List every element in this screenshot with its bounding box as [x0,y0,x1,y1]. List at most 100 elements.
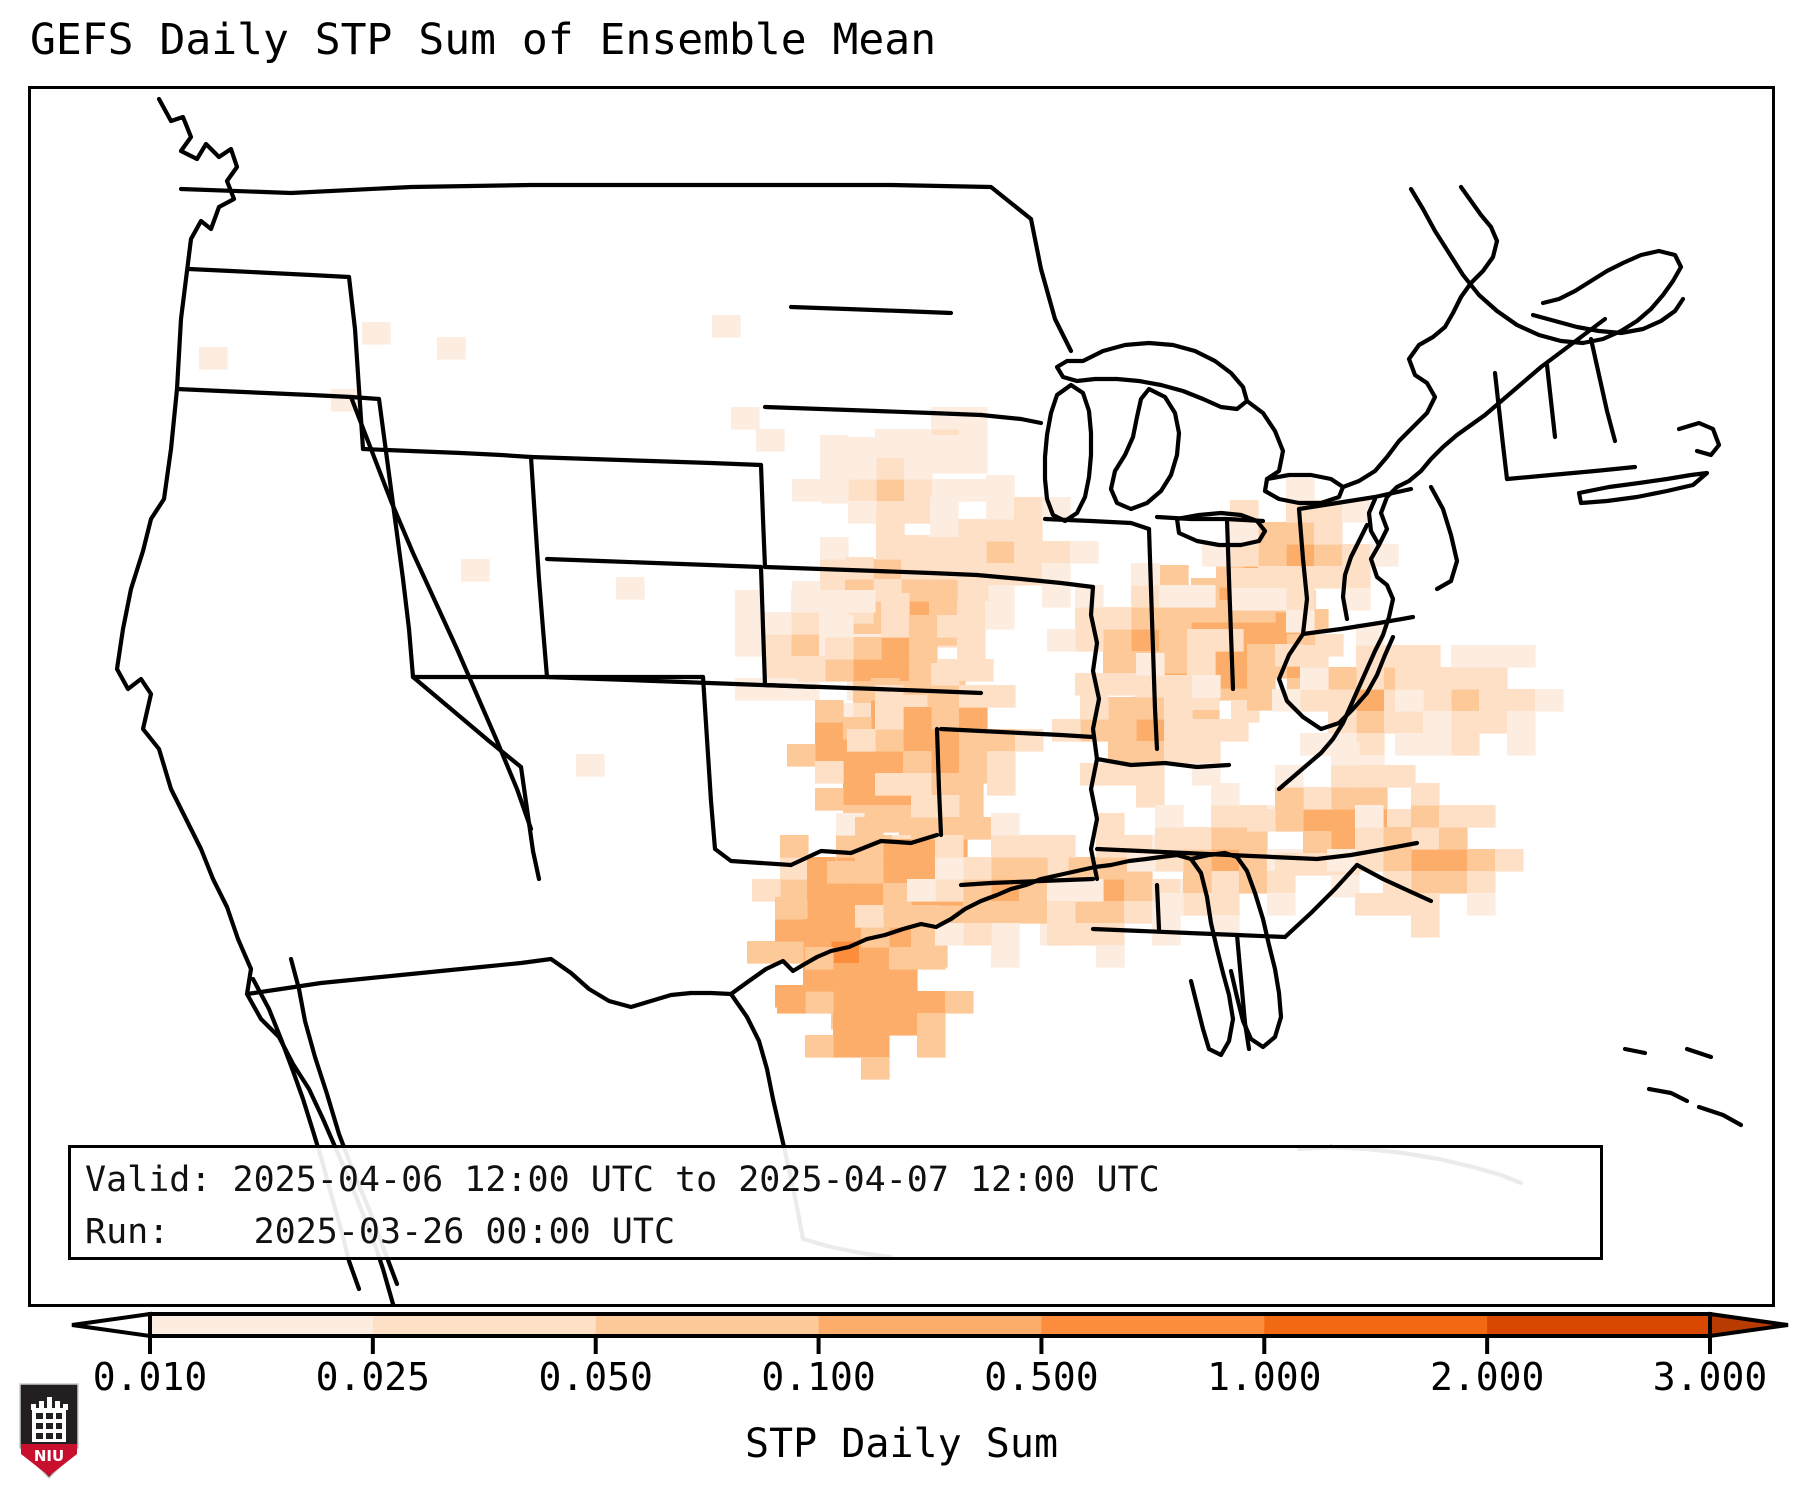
border-us-canada-east [1340,184,1500,490]
data-cell [909,615,938,638]
data-cell [931,751,960,774]
data-cell [1479,667,1508,690]
data-cell [461,559,490,582]
data-cell [820,479,849,502]
data-cell [1451,689,1480,712]
data-cell [1535,689,1564,712]
data-cell [1331,831,1360,854]
data-cell [876,537,905,560]
data-cell [861,1035,890,1058]
data-cell [930,519,959,542]
data-cell [1183,893,1212,916]
data-cell [843,788,872,811]
state-border-ok-ar [934,726,944,838]
data-cell [1103,673,1132,696]
data-cell [1451,711,1480,734]
data-cell [843,761,872,784]
data-cell [875,707,904,730]
data-cell [1258,544,1287,567]
data-cell [1096,813,1125,836]
colorbar-tick-label: 0.500 [984,1355,1099,1399]
state-border-az-nm [518,764,542,882]
data-cell [1075,629,1104,652]
data-cell [1136,719,1165,742]
data-cell [1131,607,1160,630]
state-border-wv-va [1276,631,1396,732]
coastline-delaware-bay [1366,496,1382,548]
data-cell [1124,879,1153,902]
geography-layer [114,96,1744,1304]
data-cell [1247,666,1276,689]
data-cell [1230,522,1259,545]
data-cell [1047,629,1076,652]
state-border-ut-co [528,454,550,680]
data-cell [991,901,1020,924]
border-us-canada-lakes [1244,398,1286,482]
data-cell [805,969,834,992]
data-cell [1439,871,1468,894]
data-cell [987,751,1016,774]
data-cell [960,479,989,502]
state-border-ks-ok [762,682,984,696]
page-title: GEFS Daily STP Sum of Ensemble Mean [30,15,937,65]
coastline-canada-east [1408,186,1684,346]
data-cell [752,879,781,902]
data-cell [1131,585,1160,608]
data-cell [1395,689,1424,712]
run-time-line: Run: 2025-03-26 00:00 UTC [85,1212,676,1252]
data-cell [917,947,946,970]
data-cell [831,897,860,920]
data-cell [855,905,884,928]
data-cell [1300,667,1329,690]
data-cell [1395,733,1424,756]
data-cell [986,541,1015,564]
data-cell [904,457,933,480]
data-cell [1136,741,1165,764]
data-cell [1479,689,1508,712]
data-cell [881,615,910,638]
data-cell [1159,607,1188,630]
colorbar-tick-label: 2.000 [1429,1355,1545,1399]
data-cell [1042,585,1071,608]
data-cell [763,612,792,635]
state-border-mo-il-mississippi [1088,584,1102,882]
data-cell [791,590,820,613]
data-cell [963,857,992,880]
data-cell [805,1035,834,1058]
data-cell [881,659,910,682]
data-cell [903,707,932,730]
data-cell [1136,653,1165,676]
data-cell [1275,809,1304,832]
data-cell [1451,645,1480,668]
data-cell [1395,667,1424,690]
data-cell [833,991,862,1014]
colorbar-band [818,1314,1042,1336]
state-border-or-ca-nv [174,386,382,402]
data-cell [917,991,946,1014]
data-cell [1383,893,1412,916]
data-cell [1411,805,1440,828]
data-cell [1411,871,1440,894]
state-border-ok-tx-north [788,832,940,868]
state-border-mo-ar [938,726,1096,740]
data-cell [904,501,933,524]
niu-logo: NIU [18,1382,80,1480]
data-cell [986,497,1015,520]
data-cell [853,637,882,660]
data-cell [939,817,968,840]
data-cell [1507,711,1536,734]
map-panel [28,86,1775,1307]
data-cell [1159,651,1188,674]
data-cell [1159,585,1188,608]
data-cell [955,783,984,806]
data-cell [847,590,876,613]
data-cell [1411,849,1440,872]
data-cell [876,435,905,458]
data-cell [904,435,933,458]
data-cell [775,941,804,964]
data-cell [876,479,905,502]
data-cell [959,707,988,730]
niu-logo-svg: NIU [19,1383,79,1480]
data-cell [1108,741,1137,764]
data-cell [1423,711,1452,734]
